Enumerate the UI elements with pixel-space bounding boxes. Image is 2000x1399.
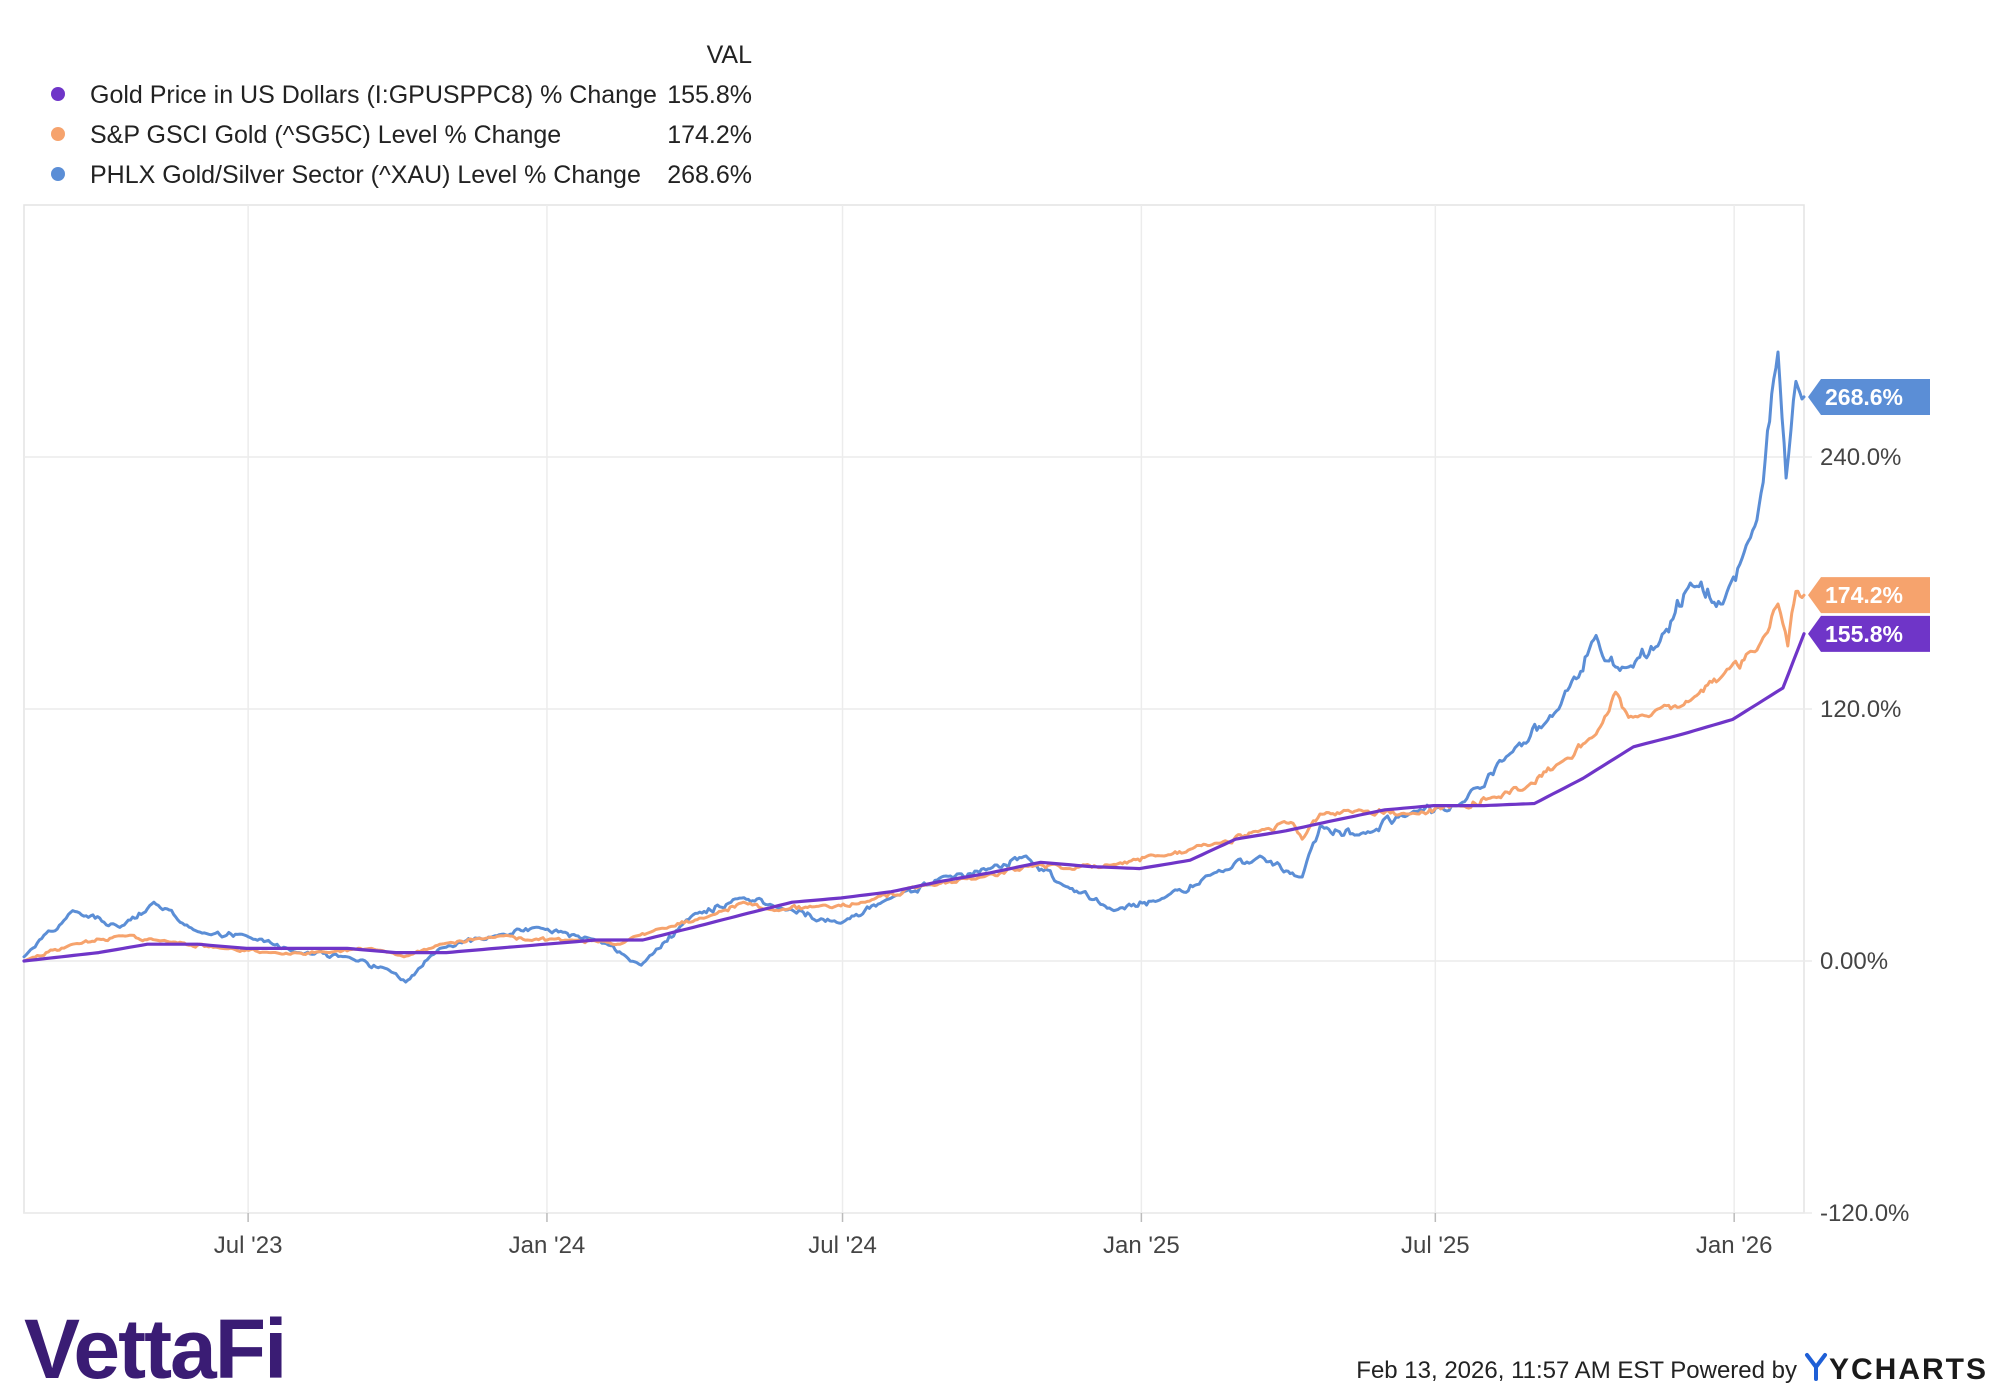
x-tick-label: Jul '24 (808, 1232, 877, 1259)
x-axis: Jul '23 Jan '24 Jul '24 Jan '25 Jul '25 Jan '… (214, 1213, 1773, 1259)
y-tick-label: 240.0% (1820, 444, 1901, 471)
legend-label: S&P GSCI Gold (^SG5C) Level % Change (90, 121, 561, 149)
value-tag-gold-price: 155.8% (1808, 615, 1930, 652)
footer: VettaFi Feb 13, 2026, 11:57 AM EST Power… (24, 1302, 1988, 1396)
value-tag-phlx-xau: 268.6% (1808, 378, 1930, 415)
legend-item-phlx-gold-silver[interactable]: PHLX Gold/Silver Sector (^XAU) Level % C… (51, 161, 752, 189)
legend-header: VAL (707, 41, 752, 69)
x-tick-label: Jul '23 (214, 1232, 283, 1259)
vettafi-logo: VettaFi (24, 1302, 285, 1396)
value-tag-label: 155.8% (1825, 621, 1903, 647)
footer-timestamp: Feb 13, 2026, 11:57 AM EST Powered by (1356, 1357, 1797, 1384)
value-tags: 268.6% 174.2% 155.8% (1808, 378, 1930, 652)
value-tag-label: 268.6% (1825, 384, 1903, 410)
grid (24, 205, 1812, 1214)
value-tag-background (1808, 378, 1930, 415)
value-tag-sp-gsci-gold: 174.2% (1808, 577, 1930, 614)
legend-item-gold-price[interactable]: Gold Price in US Dollars (I:GPUSPPC8) % … (51, 81, 752, 109)
y-tick-label: -120.0% (1820, 1200, 1909, 1227)
legend-marker-icon (51, 167, 65, 181)
y-tick-label: 120.0% (1820, 696, 1901, 723)
ycharts-logo[interactable]: YCHARTS (1805, 1353, 1988, 1386)
x-tick-label: Jan '24 (509, 1232, 586, 1259)
y-axis: 240.0% 120.0% 0.00% -120.0% (1820, 444, 1909, 1227)
legend-marker-icon (51, 87, 65, 101)
legend: VAL Gold Price in US Dollars (I:GPUSPPC8… (51, 41, 752, 189)
series-line-gold-price[interactable] (22, 632, 1806, 963)
x-tick-label: Jan '26 (1696, 1232, 1773, 1259)
legend-item-sp-gsci-gold[interactable]: S&P GSCI Gold (^SG5C) Level % Change 174… (51, 121, 752, 149)
legend-marker-icon (51, 127, 65, 141)
legend-value: 268.6% (667, 161, 752, 189)
legend-value: 155.8% (667, 81, 752, 109)
series-lines (22, 350, 1806, 984)
ycharts-wordmark: YCHARTS (1829, 1353, 1988, 1386)
legend-label: PHLX Gold/Silver Sector (^XAU) Level % C… (90, 161, 641, 189)
ycharts-y-icon (1805, 1353, 1827, 1381)
value-tag-background (1808, 577, 1930, 614)
value-tag-background (1808, 615, 1930, 652)
y-tick-label: 0.00% (1820, 948, 1888, 975)
x-tick-label: Jan '25 (1103, 1232, 1180, 1259)
legend-label: Gold Price in US Dollars (I:GPUSPPC8) % … (90, 81, 657, 109)
series-line-sp-gsci-gold[interactable] (22, 589, 1806, 963)
legend-value: 174.2% (667, 121, 752, 149)
value-tag-label: 174.2% (1825, 582, 1903, 608)
x-tick-label: Jul '25 (1401, 1232, 1470, 1259)
